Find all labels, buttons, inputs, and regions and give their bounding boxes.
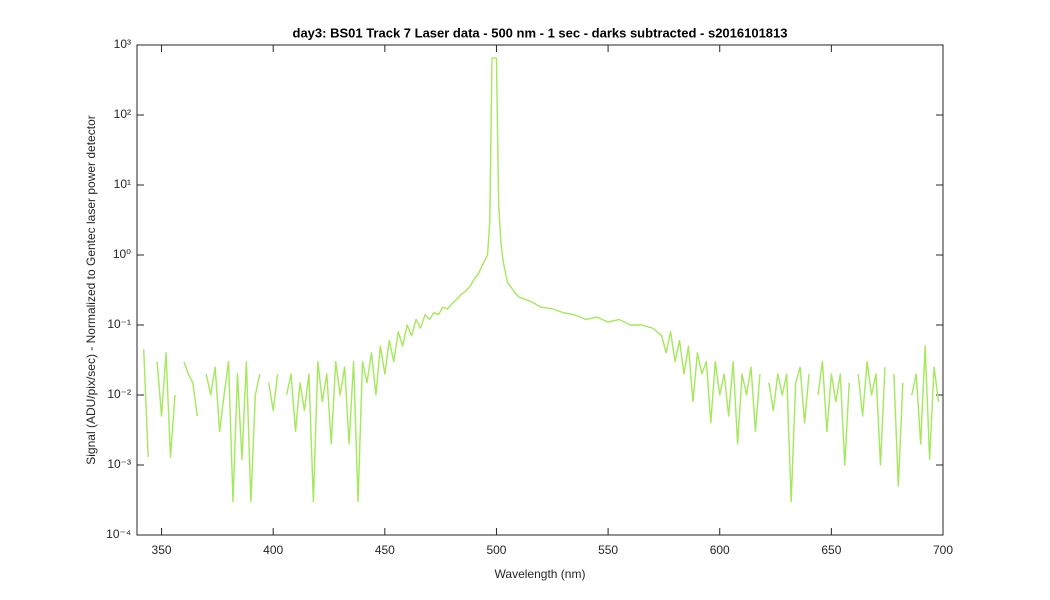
y-tick-label: 10¹	[114, 177, 131, 191]
y-tick-label: 10³	[114, 37, 131, 51]
data-line	[143, 57, 940, 503]
x-tick-label: 600	[710, 543, 730, 557]
x-tick-label: 350	[152, 543, 172, 557]
y-tick-label: 10⁻³	[107, 457, 131, 471]
y-axis-label: Signal (ADU/pix/sec) - Normalized to Gen…	[84, 115, 98, 464]
y-tick-label: 10⁻⁴	[106, 527, 131, 541]
x-tick-label: 450	[375, 543, 395, 557]
x-tick-label: 500	[486, 543, 506, 557]
chart-title: day3: BS01 Track 7 Laser data - 500 nm -…	[293, 25, 788, 40]
y-tick-label: 10²	[114, 107, 131, 121]
x-tick-label: 400	[263, 543, 283, 557]
y-tick-label: 10⁻²	[107, 387, 131, 401]
x-axis-label: Wavelength (nm)	[495, 567, 586, 581]
y-tick-label: 10⁻¹	[107, 317, 131, 331]
x-tick-label: 650	[821, 543, 841, 557]
y-tick-label: 10⁰	[113, 247, 131, 261]
plot-frame	[136, 44, 944, 536]
x-tick-label: 550	[598, 543, 618, 557]
x-tick-label: 700	[933, 543, 953, 557]
